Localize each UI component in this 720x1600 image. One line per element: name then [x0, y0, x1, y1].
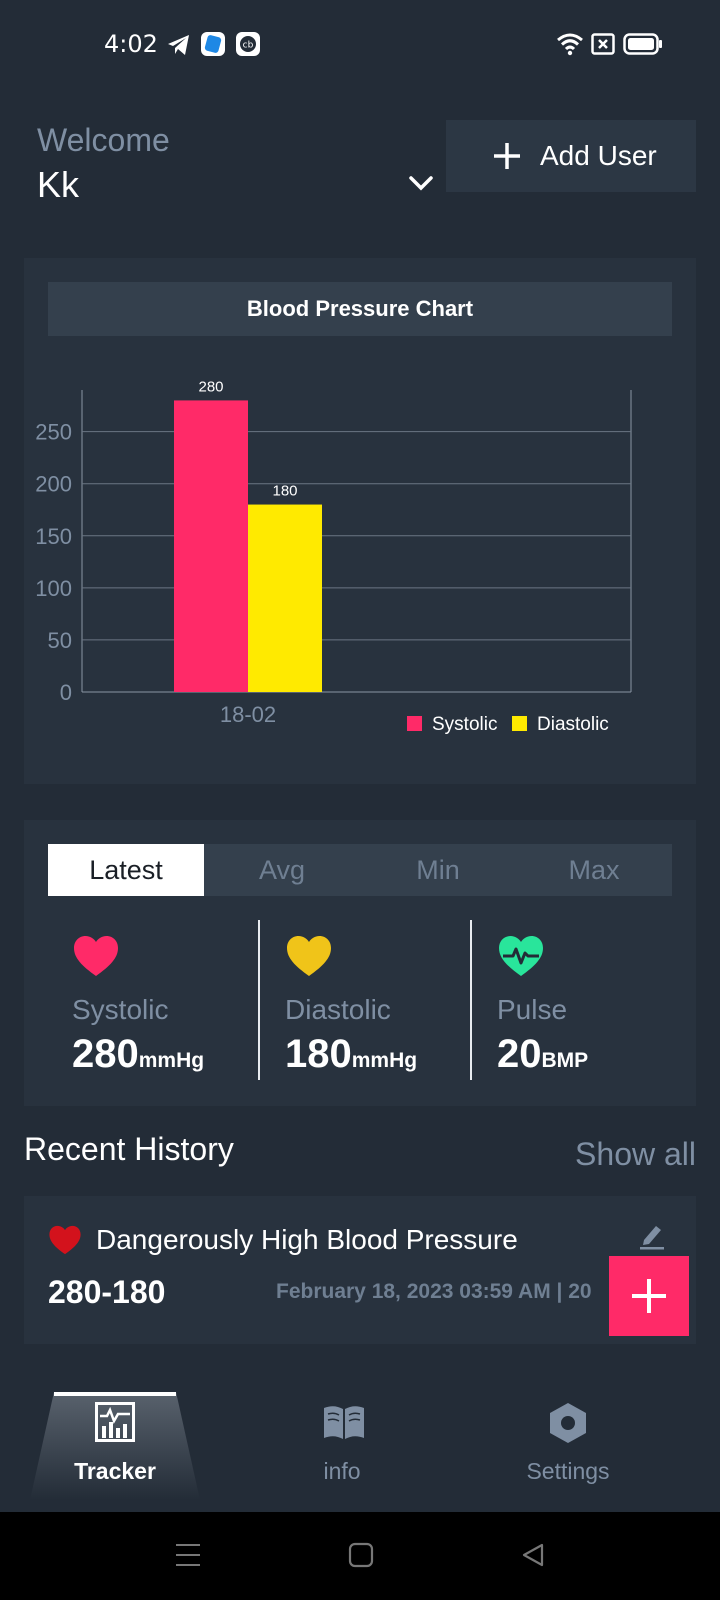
pulse-label: Pulse — [497, 994, 568, 1025]
nav-tracker[interactable]: Tracker — [15, 1402, 215, 1502]
svg-text:cb: cb — [243, 41, 254, 51]
divider — [258, 920, 260, 1080]
cb-icon: cb — [236, 32, 260, 56]
y-tick-label: 200 — [35, 472, 72, 497]
nav-info-label: info — [323, 1458, 361, 1484]
welcome-label: Welcome — [37, 122, 170, 158]
legend-swatch — [407, 716, 422, 731]
plus-icon — [494, 143, 520, 169]
plus-icon — [632, 1279, 666, 1313]
nav-settings-label: Settings — [526, 1458, 610, 1484]
y-tick-label: 100 — [35, 576, 72, 601]
bottom-nav: Tracker info Settings — [0, 1376, 720, 1512]
data-label: 180 — [272, 483, 297, 500]
systolic-stat: Systolic 280mmHg — [48, 920, 258, 1082]
recent-history-title: Recent History — [24, 1131, 234, 1167]
pulse-value: 20BMP — [497, 1032, 588, 1077]
tab-avg[interactable]: Avg — [258, 854, 306, 885]
add-user-button[interactable]: Add User — [446, 120, 696, 192]
legend-swatch — [512, 716, 527, 731]
systolic-number: 280 — [72, 1032, 139, 1076]
blood-pressure-chart-card: Blood Pressure Chart 0 50 100 150 200 250 280 1… — [24, 258, 696, 784]
data-label: 280 — [198, 378, 223, 395]
diastolic-unit: mmHg — [351, 1049, 418, 1072]
user-selector[interactable]: Kk — [37, 164, 80, 205]
show-all-link[interactable]: Show all — [575, 1136, 696, 1172]
y-tick-label: 0 — [60, 680, 72, 705]
heart-icon — [287, 936, 331, 976]
history-entry[interactable]: Dangerously High Blood Pressure 280-180 … — [24, 1196, 696, 1344]
y-tick-label: 250 — [35, 420, 72, 445]
status-time: 4:02 — [104, 30, 158, 58]
bar-diastolic — [248, 504, 322, 692]
heart-icon — [74, 936, 118, 976]
chart-title: Blood Pressure Chart — [48, 282, 672, 336]
history-date: February 18, 2023 03:59 AM | 20 — [276, 1280, 592, 1303]
telegram-icon — [168, 35, 189, 55]
tab-latest[interactable]: Latest — [48, 844, 204, 896]
battery-icon — [623, 33, 662, 55]
nav-tracker-label: Tracker — [74, 1458, 156, 1484]
chart-icon — [95, 1402, 135, 1442]
divider — [470, 920, 472, 1080]
history-value: 280-180 — [48, 1274, 166, 1310]
heart-icon — [49, 1225, 81, 1255]
systolic-value: 280mmHg — [72, 1032, 204, 1077]
history-status: Dangerously High Blood Pressure — [96, 1224, 518, 1255]
tab-max[interactable]: Max — [568, 854, 620, 885]
book-icon — [324, 1406, 364, 1439]
bar-systolic — [174, 400, 248, 692]
stats-card: Latest Avg Min Max Systolic 280mmHg Dias… — [24, 820, 696, 1106]
diastolic-value: 180mmHg — [285, 1032, 417, 1077]
wifi-icon — [557, 33, 583, 56]
active-tab-indicator — [30, 1392, 200, 1500]
systolic-label: Systolic — [72, 994, 169, 1025]
heart-pulse-icon — [499, 936, 543, 976]
app-icon — [201, 32, 225, 56]
system-nav-bar — [0, 1512, 720, 1600]
add-user-label: Add User — [540, 140, 657, 171]
diastolic-stat: Diastolic 180mmHg — [261, 920, 471, 1082]
sim-icon — [591, 33, 615, 55]
add-record-button[interactable] — [609, 1256, 689, 1336]
blood-pressure-chart: 0 50 100 150 200 250 280 180 18-02 Systolic Diasto… — [35, 378, 632, 735]
back-icon[interactable] — [520, 1542, 546, 1568]
diastolic-number: 180 — [285, 1032, 352, 1076]
x-tick-label: 18-02 — [220, 702, 276, 727]
chevron-down-icon[interactable] — [408, 174, 434, 192]
y-tick-label: 50 — [48, 628, 72, 653]
legend-label: Diastolic — [537, 714, 609, 735]
settings-icon — [550, 1403, 586, 1443]
stats-tabs: Latest Avg Min Max — [48, 844, 672, 896]
edit-icon[interactable] — [638, 1220, 666, 1250]
systolic-unit: mmHg — [138, 1049, 205, 1072]
pulse-number: 20 — [497, 1032, 542, 1076]
menu-icon[interactable] — [174, 1542, 202, 1568]
y-tick-label: 150 — [35, 524, 72, 549]
nav-settings[interactable]: Settings — [468, 1402, 668, 1502]
nav-info[interactable]: info — [242, 1402, 442, 1502]
pulse-unit: BMP — [541, 1049, 589, 1072]
status-bar: 4:02 cb — [0, 0, 720, 90]
legend-label: Systolic — [432, 714, 497, 735]
pulse-stat: Pulse 20BMP — [473, 920, 683, 1082]
home-icon[interactable] — [348, 1542, 374, 1568]
diastolic-label: Diastolic — [285, 994, 391, 1025]
tab-min[interactable]: Min — [416, 854, 460, 885]
